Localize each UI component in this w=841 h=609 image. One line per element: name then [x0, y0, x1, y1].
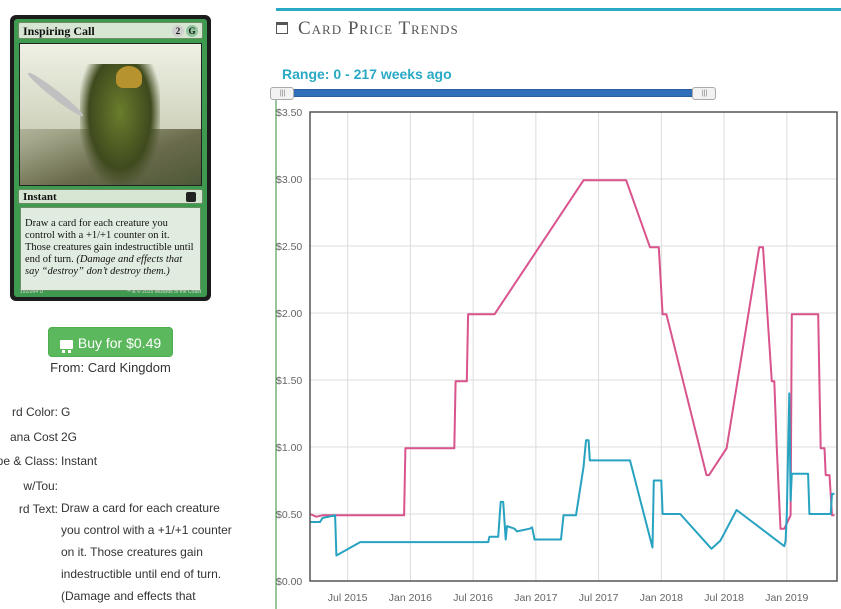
plot-frame	[309, 111, 838, 582]
card-footer: 191/264 U ™ & © 2015 Wizards of the Coas…	[20, 287, 201, 297]
y-tick-label: $3.50	[276, 107, 302, 119]
buy-button[interactable]: Buy for $0.49	[48, 327, 173, 357]
x-tick-label: Jul 2016	[453, 592, 493, 604]
x-tick-label: Jan 2016	[389, 592, 432, 604]
x-axis-labels: Jul 2015 Jan 2016 Jul 2016 Jan 2017 Jul 2017…	[328, 592, 809, 604]
x-tick-label: Jul 2018	[704, 592, 744, 604]
detail-value: G	[61, 405, 71, 419]
price-series-line-1	[309, 179, 835, 530]
card-name: Inspiring Call	[23, 24, 95, 38]
card-frame: Inspiring Call 2 G Instant Draw a card f…	[14, 19, 207, 297]
detail-label: w/Tou:	[23, 479, 58, 493]
panel-title-text: Card Price Trends	[298, 18, 459, 39]
range-slider[interactable]: | | | | | |	[270, 87, 716, 100]
card-rules-text: Draw a card for each creature you contro…	[25, 218, 194, 265]
card-image: Inspiring Call 2 G Instant Draw a card f…	[10, 15, 211, 301]
y-tick-label: $1.50	[276, 375, 302, 387]
x-tick-label: Jan 2018	[640, 592, 683, 604]
range-slider-handle-left[interactable]: | | |	[270, 87, 294, 100]
y-axis-labels: $0.00 $0.50 $1.00 $1.50 $2.00 $2.50 $3.00 $3.50	[276, 107, 302, 588]
y-tick-label: $2.00	[276, 308, 302, 320]
detail-value: Draw a card for each creature you contro…	[61, 501, 232, 603]
collector-number: 191/264 U	[20, 289, 44, 295]
price-trend-chart: $0.00 $0.50 $1.00 $1.50 $2.00 $2.50 $3.00 $3.50…	[275, 100, 838, 609]
card-text-box: Draw a card for each creature you contro…	[20, 207, 201, 291]
chart-series	[309, 179, 835, 557]
y-tick-label: $2.50	[276, 241, 302, 253]
detail-label: rd Text:	[18, 502, 58, 516]
range-slider-fill[interactable]	[282, 89, 700, 97]
detail-value: 2G	[61, 430, 78, 444]
range-slider-handle-right[interactable]: | | |	[692, 87, 716, 100]
card-copyright: ™ & © 2015 Wizards of the Coast	[125, 289, 201, 295]
detail-label: rd Color:	[11, 405, 58, 419]
chart-grid	[310, 111, 837, 582]
panel-accent-line	[276, 8, 841, 11]
card-type: Instant	[23, 191, 57, 203]
y-tick-label: $1.00	[276, 442, 302, 454]
card-reminder-text: (Damage and effects that say “destroy” d…	[25, 254, 183, 277]
panel-title: Card Price Trends	[276, 18, 459, 40]
range-label: Range: 0 - 217 weeks ago	[282, 66, 452, 82]
buy-button-label: Buy for $0.49	[77, 335, 162, 351]
y-tick-label: $0.50	[276, 509, 302, 521]
x-tick-label: Jan 2019	[765, 592, 808, 604]
y-tick-label: $0.00	[276, 576, 302, 588]
detail-value: Instant	[61, 454, 98, 468]
vendor-label: From: Card Kingdom	[50, 360, 171, 375]
shopping-cart-icon	[59, 340, 73, 353]
mana-symbol-generic: 2	[172, 25, 184, 37]
detail-label: ana Cost	[9, 430, 58, 444]
y-tick-label: $3.00	[276, 174, 302, 186]
card-type-line: Instant	[18, 189, 203, 204]
x-tick-label: Jul 2015	[328, 592, 368, 604]
card-art	[19, 43, 202, 186]
card-title-bar: Inspiring Call 2 G	[18, 22, 203, 39]
detail-label: pe & Class:	[0, 454, 58, 468]
mana-symbol-green: G	[186, 25, 198, 37]
calendar-icon	[276, 22, 288, 34]
price-series-line-2	[310, 392, 835, 557]
set-symbol-icon	[186, 192, 196, 202]
x-tick-label: Jul 2017	[579, 592, 619, 604]
mana-cost: 2 G	[172, 25, 198, 37]
x-tick-label: Jan 2017	[514, 592, 557, 604]
